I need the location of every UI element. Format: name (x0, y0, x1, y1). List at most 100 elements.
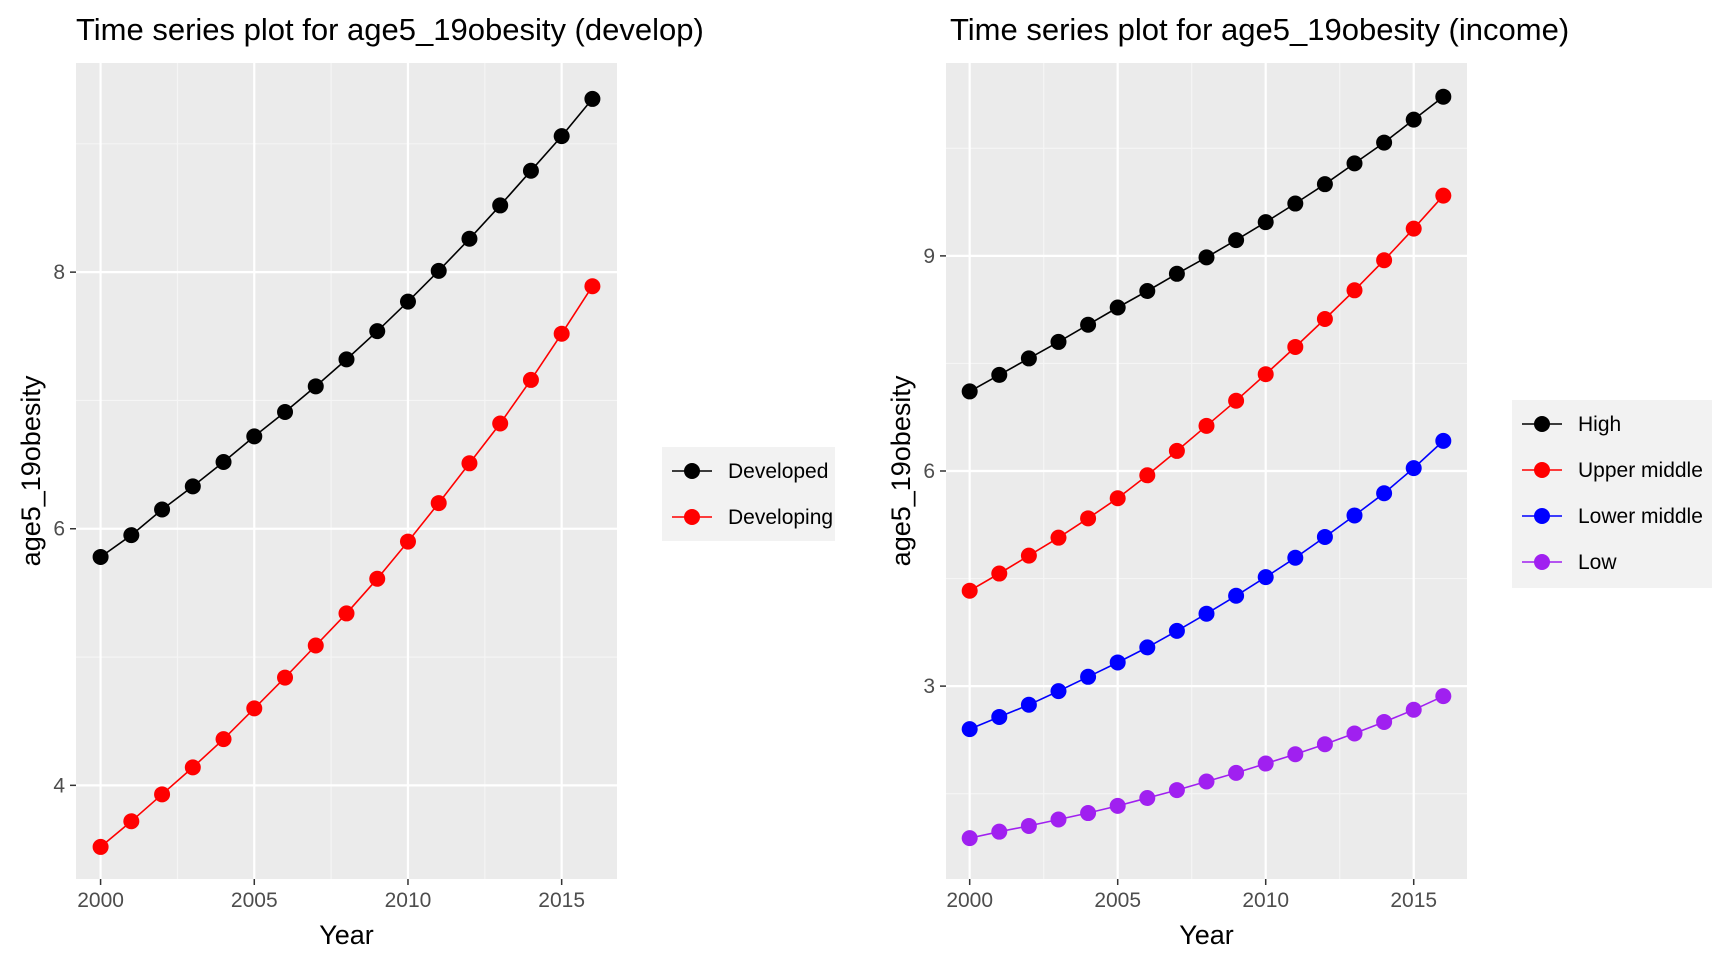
data-point-upper-middle (1109, 490, 1126, 507)
data-point-developing (522, 371, 539, 388)
y-tick-label: 6 (53, 518, 65, 541)
x-tick-label: 2005 (231, 889, 278, 912)
data-point-low (1228, 764, 1245, 781)
data-point-lower-middle (1168, 622, 1185, 639)
data-point-low (1109, 797, 1126, 814)
data-point-upper-middle (1198, 417, 1215, 434)
chart-income: Time series plot for age5_19obesity (inc… (886, 12, 1712, 950)
chart-develop-x-axis-title: Year (319, 920, 374, 950)
chart-income-x-axis-title: Year (1179, 920, 1234, 950)
x-tick-label: 2000 (77, 889, 124, 912)
legend-item-lower-middle: Lower middle (1522, 505, 1703, 528)
data-point-developed (522, 162, 539, 179)
data-point-developed (584, 90, 601, 107)
data-point-developed (246, 428, 263, 445)
data-point-developed (399, 293, 416, 310)
y-tick-label: 4 (53, 774, 65, 797)
data-point-lower-middle (1198, 605, 1215, 622)
legend-item-developed: Developed (672, 460, 828, 483)
data-point-developed (123, 527, 140, 544)
data-point-lower-middle (1080, 668, 1097, 685)
data-point-upper-middle (1376, 252, 1393, 269)
data-point-developing (184, 759, 201, 776)
data-point-low (991, 823, 1008, 840)
data-point-upper-middle (1287, 338, 1304, 355)
data-point-low (1050, 811, 1067, 828)
data-point-lower-middle (1376, 485, 1393, 502)
data-point-upper-middle (1316, 310, 1333, 327)
data-point-upper-middle (1168, 442, 1185, 459)
data-point-high (1405, 111, 1422, 128)
data-point-high (1346, 155, 1363, 172)
data-point-upper-middle (1228, 392, 1245, 409)
data-point-low (1198, 773, 1215, 790)
data-point-lower-middle (1257, 569, 1274, 586)
data-point-high (1168, 265, 1185, 282)
data-point-low (1080, 805, 1097, 822)
legend-label: Low (1578, 551, 1617, 574)
data-point-developing (123, 813, 140, 830)
chart-develop-legend-box (662, 447, 835, 541)
data-point-lower-middle (1228, 587, 1245, 604)
data-point-upper-middle (1050, 529, 1067, 546)
chart-develop-series (92, 90, 601, 855)
data-point-high (991, 366, 1008, 383)
data-point-developed (461, 230, 478, 247)
data-point-low (961, 830, 978, 847)
legend-key-point (684, 509, 700, 525)
data-point-developed (553, 128, 570, 145)
x-tick-label: 2010 (385, 889, 432, 912)
legend-label: Developing (728, 506, 833, 529)
x-tick-label: 2015 (1390, 889, 1437, 912)
data-point-developing (430, 495, 447, 512)
data-point-low (1168, 782, 1185, 799)
chart-develop-title: Time series plot for age5_19obesity (dev… (76, 12, 704, 47)
data-point-high (1050, 333, 1067, 350)
data-point-developing (492, 415, 509, 432)
chart-develop-ticks: 2000 2005 2010 2015 4 6 8 (53, 261, 585, 912)
data-point-upper-middle (1139, 467, 1156, 484)
data-point-lower-middle (991, 708, 1008, 725)
x-tick-label: 2000 (946, 889, 993, 912)
data-point-developing (399, 533, 416, 550)
legend-label: Upper middle (1578, 459, 1703, 482)
data-point-developing (584, 278, 601, 295)
data-point-high (1376, 134, 1393, 151)
data-point-low (1376, 713, 1393, 730)
legend-key-point (1534, 462, 1550, 478)
legend-label: High (1578, 413, 1621, 436)
data-point-high (1198, 249, 1215, 266)
data-point-developed (338, 351, 355, 368)
data-point-developed (430, 262, 447, 279)
data-point-upper-middle (991, 565, 1008, 582)
data-point-lower-middle (1346, 507, 1363, 524)
data-point-high (1139, 283, 1156, 300)
data-point-developing (461, 455, 478, 472)
data-point-developed (492, 197, 509, 214)
y-tick-label: 8 (53, 261, 65, 284)
y-tick-label: 6 (923, 460, 935, 483)
data-point-developed (184, 478, 201, 495)
data-point-developing (277, 669, 294, 686)
data-point-high (1287, 195, 1304, 212)
data-point-lower-middle (1109, 654, 1126, 671)
data-point-developing (215, 731, 232, 748)
chart-develop-grid (76, 63, 617, 879)
legend-item-low: Low (1522, 551, 1617, 574)
chart-develop-legend: Developed Developing (672, 460, 833, 529)
data-point-lower-middle (1405, 460, 1422, 477)
data-point-upper-middle (1435, 187, 1452, 204)
data-point-developing (307, 637, 324, 654)
legend-item-high: High (1522, 413, 1621, 436)
legend-key-point (1534, 416, 1550, 432)
data-point-high (1080, 316, 1097, 333)
data-point-developed (369, 323, 386, 340)
data-point-low (1346, 725, 1363, 742)
data-point-developing (369, 570, 386, 587)
chart-develop-panel (76, 63, 617, 879)
data-point-high (1435, 88, 1452, 105)
chart-income-series (961, 88, 1452, 847)
data-point-low (1316, 736, 1333, 753)
legend-key-point (684, 463, 700, 479)
